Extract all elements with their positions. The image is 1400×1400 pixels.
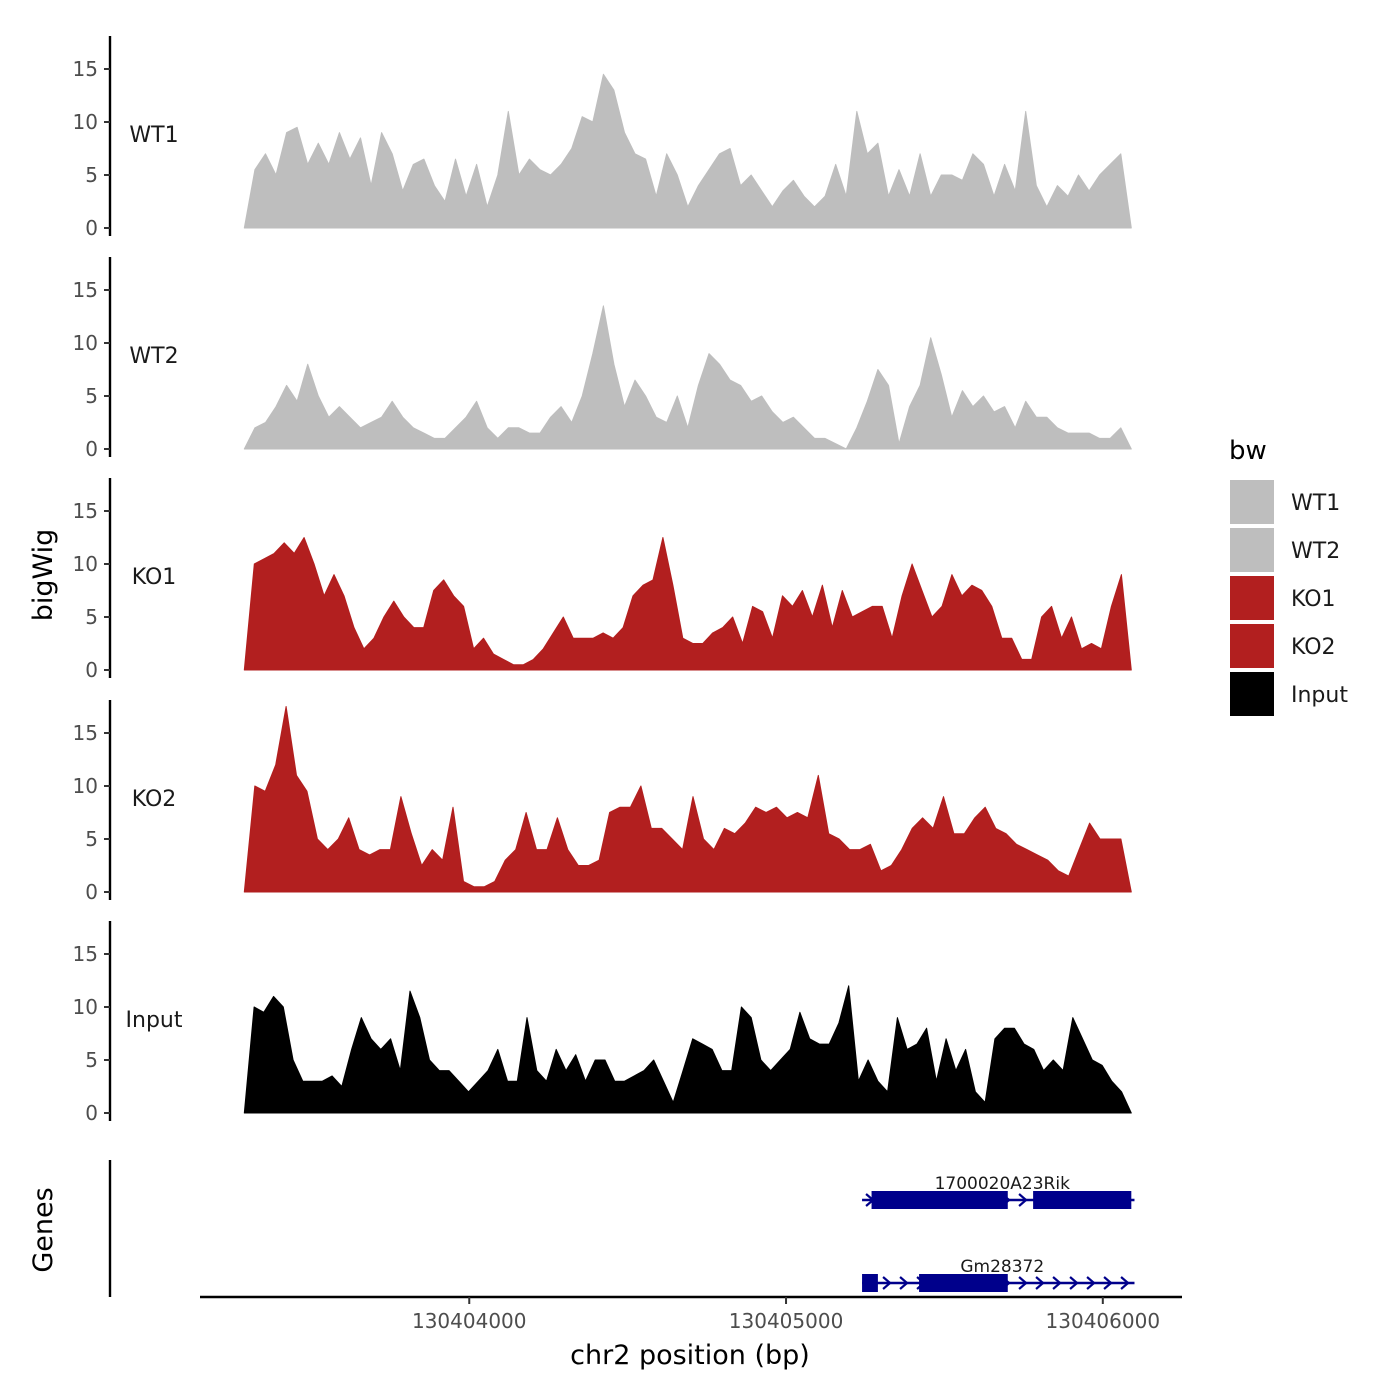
y-tick-label: 15 [73,499,98,523]
y-tick-label: 10 [73,331,98,355]
coverage-area-input [243,985,1132,1114]
y-tick-label: 0 [85,1101,98,1125]
x-tick-label: 130404000 [412,1309,527,1333]
strand-arrow [1069,1276,1079,1290]
coverage-panels: 0 5 10 15 WT1 0 5 10 15 WT2 0 5 10 15 KO1 0 5 10 15 KO2 0 5 10… [73,36,1132,1125]
legend-label-ko2: KO2 [1291,635,1336,660]
y-tick-label: 5 [85,605,98,629]
strand-arrow [1086,1276,1096,1290]
x-tick-label: 130406000 [1046,1309,1161,1333]
y-tick-label: 0 [85,216,98,240]
gene-exon [862,1274,878,1292]
legend: bw WT1 WT2 KO1 KO2 Input [1229,436,1348,716]
gene-track: Genes 1700020A23Rik Gm28372 [28,1160,1135,1297]
legend-key-ko1 [1230,576,1274,620]
track-label-wt1: WT1 [129,123,178,148]
panel-ko1: 0 5 10 15 KO1 [73,478,1132,682]
legend-key-wt1 [1230,480,1274,524]
strand-arrow [882,1276,892,1290]
gene-name-label: 1700020A23Rik [935,1174,1071,1194]
track-label-wt2: WT2 [129,344,178,369]
panel-wt2: 0 5 10 15 WT2 [73,257,1132,461]
y-tick-label: 15 [73,278,98,302]
strand-arrow [899,1276,909,1290]
legend-label-ko1: KO1 [1291,587,1336,612]
coverage-area-ko1 [243,537,1132,671]
track-label-ko1: KO1 [132,565,177,590]
strand-arrow [1018,1193,1028,1207]
gene-exon [871,1191,1008,1209]
x-tick-label: 130405000 [729,1309,844,1333]
legend-key-ko2 [1230,624,1274,668]
gene-1700020a23rik: 1700020A23Rik [862,1174,1135,1209]
y-axis-title: bigWig [28,529,59,622]
legend-label-input: Input [1291,683,1348,708]
y-tick-label: 0 [85,880,98,904]
x-axis: 130404000 130405000 130406000 [200,1295,1182,1333]
y-tick-label: 10 [73,110,98,134]
gene-gm28372: Gm28372 [862,1257,1135,1292]
y-tick-label: 10 [73,552,98,576]
gene-track-label: Genes [28,1187,59,1272]
y-tick-label: 15 [73,942,98,966]
gene-exon [919,1274,1008,1292]
panel-ko2: 0 5 10 15 KO2 [73,700,1132,904]
track-label-ko2: KO2 [132,787,177,812]
legend-label-wt2: WT2 [1291,539,1340,564]
y-tick-label: 5 [85,827,98,851]
track-label-input: Input [126,1008,183,1033]
strand-arrow [1052,1276,1062,1290]
y-tick-label: 5 [85,163,98,187]
strand-arrow [1103,1276,1113,1290]
coverage-area-ko2 [243,706,1132,893]
panel-input: 0 5 10 15 Input [73,921,1132,1125]
legend-title: bw [1229,436,1267,466]
y-tick-label: 5 [85,384,98,408]
strand-arrow [1035,1276,1045,1290]
gene-exon [1033,1191,1132,1209]
strand-arrow [1120,1276,1130,1290]
panel-wt1: 0 5 10 15 WT1 [73,36,1132,240]
legend-key-wt2 [1230,528,1274,572]
legend-key-input [1230,672,1274,716]
y-tick-label: 15 [73,721,98,745]
y-tick-label: 15 [73,57,98,81]
y-tick-label: 5 [85,1048,98,1072]
strand-arrow [1018,1276,1028,1290]
y-tick-label: 0 [85,658,98,682]
x-axis-title: chr2 position (bp) [570,1340,810,1371]
coverage-area-wt2 [243,305,1132,450]
coverage-area-wt1 [243,73,1132,229]
y-tick-label: 10 [73,995,98,1019]
gene-name-label: Gm28372 [960,1257,1044,1277]
y-tick-label: 10 [73,774,98,798]
y-tick-label: 0 [85,437,98,461]
legend-label-wt1: WT1 [1291,491,1340,516]
